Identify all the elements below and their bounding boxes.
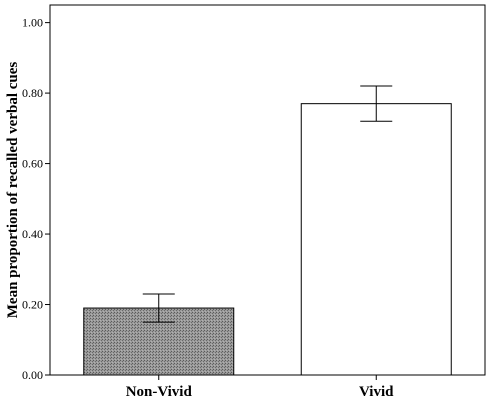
y-tick-label: 0.20 bbox=[22, 298, 43, 312]
y-axis-title: Mean proportion of recalled verbal cues bbox=[5, 62, 21, 319]
y-tick-label: 0.60 bbox=[22, 157, 43, 171]
y-tick-label: 0.80 bbox=[22, 86, 43, 100]
bar bbox=[300, 103, 452, 376]
x-category-label: Non-Vivid bbox=[126, 384, 193, 400]
error-bars-group bbox=[142, 85, 393, 323]
x-category-label: Vivid bbox=[359, 384, 394, 400]
y-axis-ticks: 0.00 0.20 0.40 0.60 0.80 1.00 bbox=[22, 16, 50, 382]
y-tick-label: 1.00 bbox=[22, 16, 43, 30]
y-tick-label: 0.00 bbox=[22, 368, 43, 382]
bars-group bbox=[83, 103, 452, 376]
y-tick-label: 0.40 bbox=[22, 227, 43, 241]
x-axis-labels: Non-Vivid Vivid bbox=[126, 375, 394, 400]
